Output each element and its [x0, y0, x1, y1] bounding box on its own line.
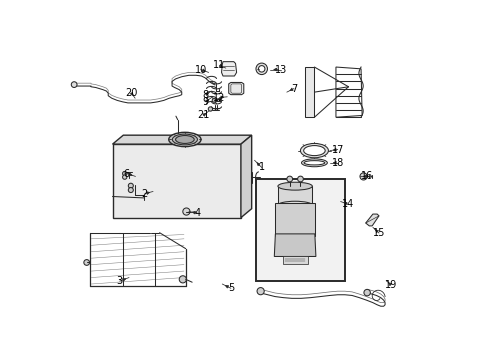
Text: 16: 16: [360, 171, 372, 181]
Circle shape: [286, 176, 292, 182]
Circle shape: [83, 260, 89, 265]
Ellipse shape: [301, 159, 326, 167]
Circle shape: [257, 288, 264, 295]
Circle shape: [297, 176, 303, 182]
Ellipse shape: [172, 134, 197, 145]
Text: 12: 12: [213, 93, 225, 103]
Ellipse shape: [300, 143, 328, 158]
Text: 11: 11: [213, 60, 225, 70]
Circle shape: [255, 63, 267, 75]
Text: 19: 19: [384, 280, 396, 290]
Text: 13: 13: [274, 64, 286, 75]
Text: 5: 5: [227, 283, 234, 293]
Ellipse shape: [175, 135, 194, 143]
Circle shape: [208, 107, 212, 111]
Circle shape: [258, 66, 264, 72]
Text: 8: 8: [203, 90, 208, 100]
Circle shape: [128, 188, 133, 193]
Text: 10: 10: [194, 64, 206, 75]
Text: 1: 1: [258, 162, 264, 172]
Polygon shape: [228, 82, 244, 95]
Text: 2: 2: [142, 189, 148, 199]
Text: 7: 7: [290, 84, 297, 94]
Circle shape: [128, 183, 133, 188]
Ellipse shape: [277, 201, 312, 209]
Text: 14: 14: [342, 199, 354, 210]
Bar: [255, 179, 344, 281]
Text: 17: 17: [331, 144, 343, 154]
Text: 15: 15: [372, 228, 385, 238]
Polygon shape: [221, 62, 236, 76]
Text: 3: 3: [117, 276, 122, 286]
Circle shape: [212, 99, 215, 102]
Bar: [282, 256, 307, 264]
Text: 20: 20: [125, 88, 138, 98]
Circle shape: [122, 175, 126, 179]
Circle shape: [122, 171, 126, 176]
Text: 9: 9: [203, 97, 208, 107]
Text: 18: 18: [331, 158, 343, 168]
Polygon shape: [305, 67, 314, 117]
Ellipse shape: [277, 182, 312, 190]
Ellipse shape: [168, 132, 201, 147]
Text: 4: 4: [194, 208, 200, 218]
Polygon shape: [365, 214, 378, 226]
Polygon shape: [112, 144, 241, 218]
Polygon shape: [241, 135, 251, 218]
Text: 6: 6: [123, 168, 130, 179]
Ellipse shape: [304, 161, 324, 165]
Text: 21: 21: [197, 111, 209, 121]
Circle shape: [71, 82, 77, 87]
Polygon shape: [274, 234, 315, 256]
Circle shape: [363, 289, 369, 296]
Circle shape: [183, 208, 190, 215]
Polygon shape: [277, 186, 312, 205]
Circle shape: [359, 173, 366, 180]
Circle shape: [179, 276, 186, 283]
Polygon shape: [112, 135, 251, 144]
Ellipse shape: [303, 145, 325, 156]
Polygon shape: [275, 203, 314, 236]
